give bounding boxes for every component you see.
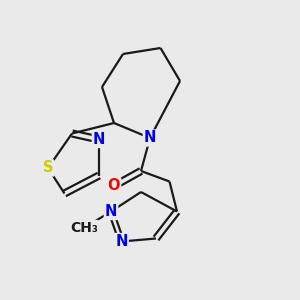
Text: N: N [115,234,128,249]
Text: S: S [43,160,53,175]
Text: N: N [93,132,105,147]
Text: CH₃: CH₃ [70,221,98,235]
Text: N: N [144,130,156,146]
Text: O: O [108,178,120,194]
Text: N: N [105,204,117,219]
